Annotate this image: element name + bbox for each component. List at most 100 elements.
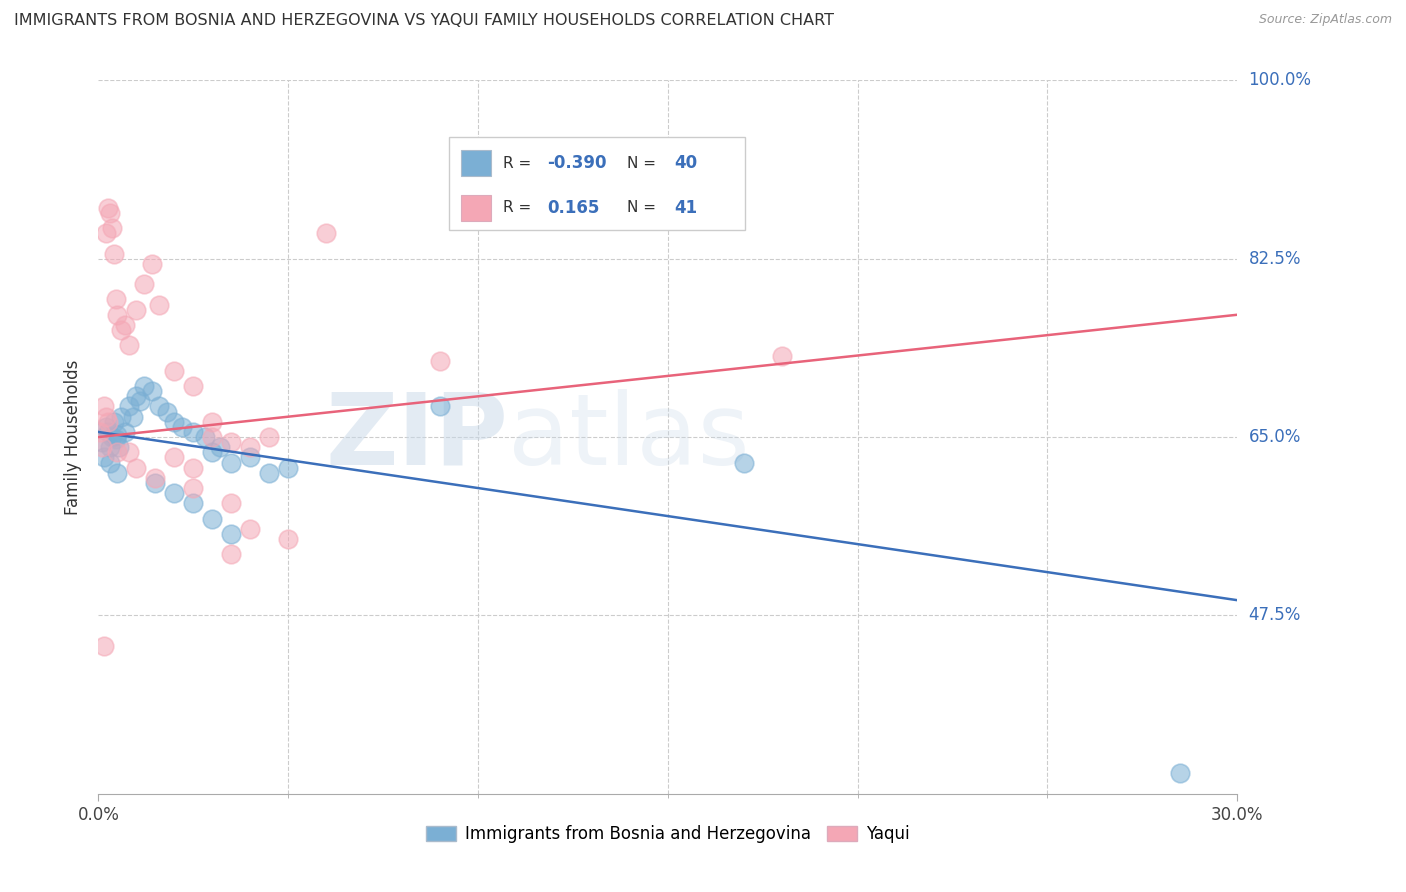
- Point: [429, 400, 451, 414]
- Point: [103, 415, 125, 429]
- Text: 0.165: 0.165: [547, 199, 599, 217]
- Text: 41: 41: [675, 199, 697, 217]
- Point: [94, 226, 117, 240]
- Point: [221, 435, 243, 450]
- Point: [1170, 766, 1192, 780]
- Point: [145, 471, 167, 485]
- Text: atlas: atlas: [509, 389, 749, 485]
- Point: [94, 409, 117, 424]
- Point: [125, 389, 148, 403]
- Point: [100, 221, 122, 235]
- Text: ZIP: ZIP: [326, 389, 509, 485]
- Text: R =: R =: [503, 156, 536, 171]
- Point: [221, 456, 243, 470]
- Point: [429, 353, 451, 368]
- Point: [97, 415, 120, 429]
- Point: [93, 639, 115, 653]
- Text: N =: N =: [627, 156, 661, 171]
- Point: [97, 201, 120, 215]
- Point: [141, 384, 163, 399]
- Point: [89, 425, 111, 439]
- Point: [129, 394, 152, 409]
- Point: [201, 511, 224, 525]
- Point: [125, 302, 148, 317]
- Point: [239, 450, 262, 465]
- Point: [107, 466, 129, 480]
- Point: [183, 481, 205, 495]
- Point: [315, 226, 337, 240]
- Text: Source: ZipAtlas.com: Source: ZipAtlas.com: [1258, 13, 1392, 27]
- Point: [733, 456, 755, 470]
- Point: [239, 522, 262, 536]
- Point: [125, 460, 148, 475]
- Point: [132, 277, 155, 292]
- Text: N =: N =: [627, 201, 661, 215]
- Point: [108, 440, 131, 454]
- FancyBboxPatch shape: [461, 194, 491, 221]
- Point: [114, 425, 136, 439]
- Y-axis label: Family Households: Family Households: [65, 359, 83, 515]
- Point: [121, 409, 143, 424]
- Point: [201, 415, 224, 429]
- Text: 40: 40: [675, 154, 697, 172]
- Point: [277, 532, 299, 546]
- Text: 100.0%: 100.0%: [1249, 71, 1312, 89]
- Point: [107, 308, 129, 322]
- Point: [94, 420, 117, 434]
- Point: [97, 425, 120, 439]
- Point: [93, 450, 115, 465]
- Point: [239, 440, 262, 454]
- FancyBboxPatch shape: [450, 137, 745, 230]
- Text: 82.5%: 82.5%: [1249, 250, 1301, 268]
- Text: 47.5%: 47.5%: [1249, 607, 1301, 624]
- Point: [100, 430, 122, 444]
- Point: [770, 349, 793, 363]
- Point: [259, 466, 281, 480]
- Text: IMMIGRANTS FROM BOSNIA AND HERZEGOVINA VS YAQUI FAMILY HOUSEHOLDS CORRELATION CH: IMMIGRANTS FROM BOSNIA AND HERZEGOVINA V…: [14, 13, 834, 29]
- Point: [103, 246, 125, 260]
- Point: [107, 428, 129, 442]
- Point: [148, 297, 170, 311]
- Point: [183, 496, 205, 510]
- Point: [221, 547, 243, 561]
- Point: [163, 364, 186, 378]
- Point: [132, 379, 155, 393]
- Point: [145, 475, 167, 490]
- Text: R =: R =: [503, 201, 536, 215]
- Point: [194, 430, 217, 444]
- Point: [91, 435, 114, 450]
- Point: [163, 450, 186, 465]
- Point: [163, 415, 186, 429]
- Point: [208, 440, 231, 454]
- Point: [277, 460, 299, 475]
- Point: [110, 323, 132, 337]
- Point: [148, 400, 170, 414]
- Text: 65.0%: 65.0%: [1249, 428, 1301, 446]
- Point: [183, 379, 205, 393]
- FancyBboxPatch shape: [461, 151, 491, 177]
- Point: [118, 338, 141, 352]
- Point: [201, 445, 224, 459]
- Point: [98, 206, 121, 220]
- Point: [91, 440, 114, 454]
- Point: [104, 293, 127, 307]
- Point: [110, 409, 132, 424]
- Point: [114, 318, 136, 332]
- Point: [163, 486, 186, 500]
- Point: [183, 425, 205, 439]
- Point: [141, 257, 163, 271]
- Point: [93, 400, 115, 414]
- Point: [118, 445, 141, 459]
- Point: [259, 430, 281, 444]
- Point: [183, 460, 205, 475]
- Point: [98, 456, 121, 470]
- Text: -0.390: -0.390: [547, 154, 606, 172]
- Point: [221, 527, 243, 541]
- Point: [98, 440, 121, 454]
- Point: [156, 404, 179, 418]
- Point: [170, 420, 193, 434]
- Point: [201, 430, 224, 444]
- Point: [104, 432, 127, 446]
- Point: [107, 445, 129, 459]
- Legend: Immigrants from Bosnia and Herzegovina, Yaqui: Immigrants from Bosnia and Herzegovina, …: [420, 819, 915, 850]
